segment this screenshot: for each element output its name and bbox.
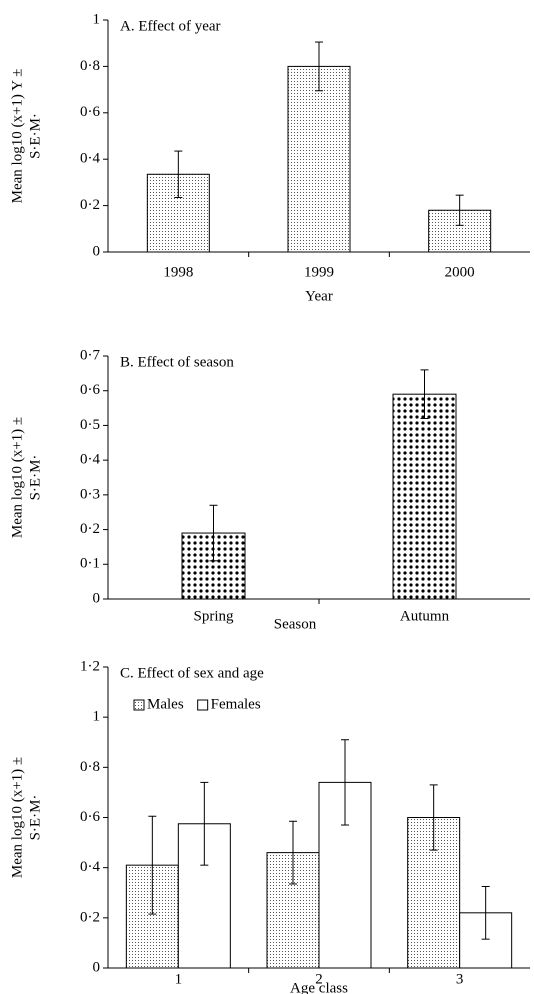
y-tick-label: 0: [93, 959, 101, 975]
bar: [392, 393, 457, 600]
y-axis-label: Mean log10 (x+1) ±: [9, 417, 25, 538]
y-tick-label: 0·3: [80, 486, 100, 502]
y-tick-label: 0·6: [80, 104, 100, 120]
x-tick-label: Spring: [193, 608, 234, 624]
x-tick-label: 2: [315, 971, 323, 987]
y-axis-label: S·E·M·: [27, 455, 43, 501]
bar: [287, 65, 351, 253]
y-tick-label: 0·6: [80, 382, 100, 398]
y-axis-label: S·E·M·: [27, 113, 43, 159]
x-axis-label: Year: [305, 288, 333, 304]
y-tick-label: 0·2: [80, 521, 100, 537]
y-tick-label: 1: [93, 11, 101, 27]
y-tick-label: 0: [93, 590, 101, 606]
y-tick-label: 0·7: [80, 347, 100, 363]
y-tick-label: 0·1: [80, 556, 100, 572]
chart-title: A. Effect of year: [120, 18, 221, 34]
x-tick-label: 3: [456, 971, 464, 987]
y-tick-label: 0·5: [80, 417, 100, 433]
y-tick-label: 0·8: [80, 58, 100, 74]
x-tick-label: Autumn: [400, 608, 450, 624]
chart-title: C. Effect of sex and age: [120, 665, 264, 681]
y-tick-label: 0·4: [80, 452, 100, 468]
y-axis-label: Mean log10 (x+1) Y ±: [9, 69, 25, 204]
y-tick-label: 0·4: [80, 859, 100, 875]
y-tick-label: 0·6: [80, 809, 100, 825]
legend-label: Females: [211, 696, 261, 712]
y-tick-label: 0·2: [80, 197, 100, 213]
x-tick-label: 1999: [304, 264, 334, 280]
chart-title: B. Effect of season: [120, 354, 234, 370]
y-tick-label: 0·2: [80, 909, 100, 925]
y-axis-label: Mean log10 (x+1) ±: [9, 757, 25, 878]
x-tick-label: 1: [175, 971, 183, 987]
x-axis-label: Age class: [290, 980, 348, 994]
legend-swatch: [197, 699, 209, 711]
legend-label: Males: [147, 696, 184, 712]
y-tick-label: 1: [93, 709, 101, 725]
x-tick-label: 1998: [163, 264, 193, 280]
x-tick-label: 2000: [445, 264, 475, 280]
x-axis-label: Season: [274, 616, 317, 632]
y-tick-label: 0·4: [80, 151, 100, 167]
y-tick-label: 1·2: [80, 658, 100, 674]
y-axis-label: S·E·M·: [27, 795, 43, 841]
y-tick-label: 0·8: [80, 759, 100, 775]
y-tick-label: 0: [93, 243, 101, 259]
legend-swatch: [133, 699, 145, 711]
